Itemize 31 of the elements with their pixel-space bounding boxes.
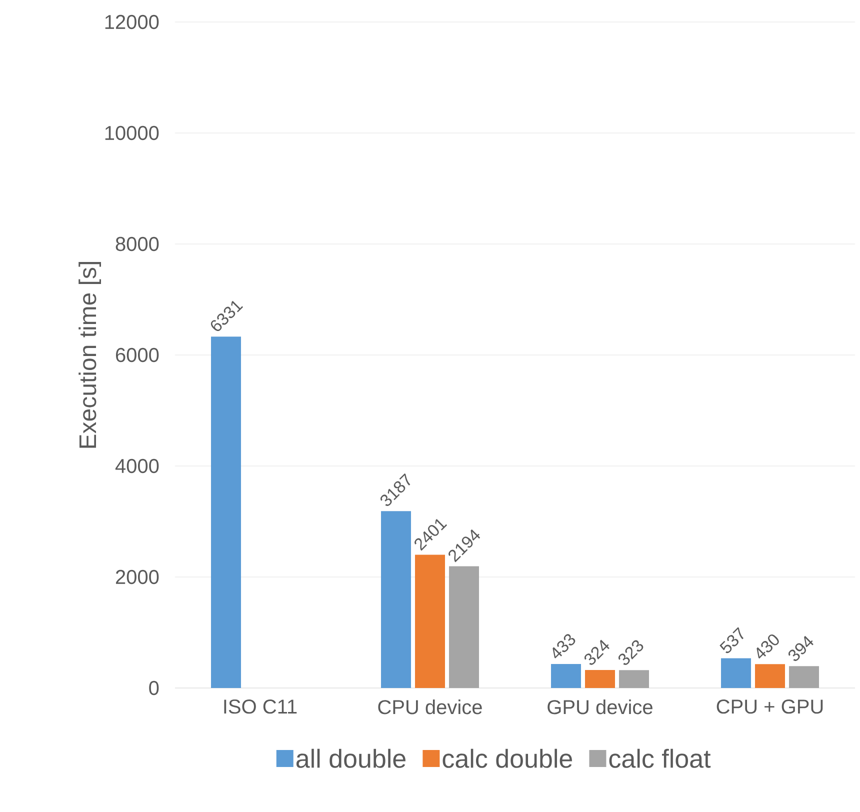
y-tick-label: 6000 bbox=[116, 348, 159, 362]
y-tick-label: 0 bbox=[149, 680, 159, 696]
data-label: 433 bbox=[552, 634, 576, 658]
x-tick-label: CPU device bbox=[378, 700, 482, 714]
bar bbox=[619, 670, 650, 688]
bar bbox=[721, 658, 752, 688]
bar bbox=[585, 670, 616, 688]
bar bbox=[789, 666, 820, 688]
x-tick-label: GPU device bbox=[548, 700, 652, 714]
legend-label: calc float bbox=[609, 748, 711, 768]
data-label: 430 bbox=[756, 634, 779, 659]
legend-label: all double bbox=[296, 748, 406, 768]
bar bbox=[449, 566, 480, 688]
x-tick-label: ISO C11 bbox=[224, 700, 297, 714]
y-axis-title: Execution time [s] bbox=[78, 262, 101, 448]
bar bbox=[381, 511, 412, 688]
y-tick-label: 2000 bbox=[116, 570, 159, 584]
y-tick-label: 8000 bbox=[116, 236, 159, 252]
bar bbox=[211, 336, 241, 688]
y-tick-label: 12000 bbox=[105, 14, 159, 30]
data-label: 324 bbox=[584, 640, 610, 665]
bar bbox=[755, 664, 786, 688]
data-label: 537 bbox=[720, 627, 744, 654]
data-label: 394 bbox=[788, 636, 814, 661]
y-tick-label: 4000 bbox=[115, 458, 159, 474]
legend-label: calc double bbox=[442, 748, 572, 768]
bar bbox=[551, 664, 582, 688]
data-label: 323 bbox=[618, 640, 644, 665]
bar bbox=[415, 554, 446, 688]
y-tick-label: 10000 bbox=[105, 126, 159, 140]
x-tick-label: CPU + GPU bbox=[716, 700, 823, 714]
